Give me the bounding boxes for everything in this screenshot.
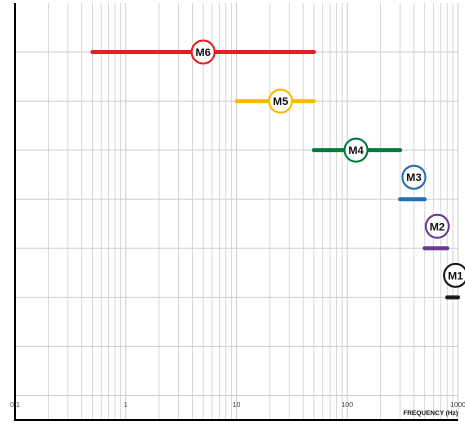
series-group: M6 M5 M4 M3 M2 M1 (90, 39, 465, 300)
marker-label-m5: M5 (273, 96, 288, 108)
x-tick-label: 100 (341, 402, 353, 409)
marker-label-m6: M6 (196, 47, 211, 59)
marker-circle-m6 (190, 39, 216, 65)
x-tick-label: 1 (124, 402, 128, 409)
marker-label-m2: M2 (430, 221, 445, 233)
x-tick-label: 10 (233, 402, 241, 409)
marker-label-m1: M1 (448, 270, 463, 282)
marker-circle-m1 (443, 262, 465, 288)
x-tick-label: 1000 (450, 402, 465, 409)
marker-circle-m5 (268, 88, 294, 114)
x-tick-labels: 0.1 1 10 100 1000 (10, 402, 465, 409)
marker-circle-m4 (343, 137, 369, 163)
marker-label-m4: M4 (348, 145, 364, 157)
marker-circle-m2 (424, 213, 450, 239)
x-tick-label: 0.1 (10, 402, 20, 409)
marker-label-m3: M3 (406, 172, 421, 184)
grid (14, 3, 459, 420)
marker-circle-m3 (401, 164, 427, 190)
x-axis-title: FREQUENCY (Hz) (403, 410, 458, 417)
